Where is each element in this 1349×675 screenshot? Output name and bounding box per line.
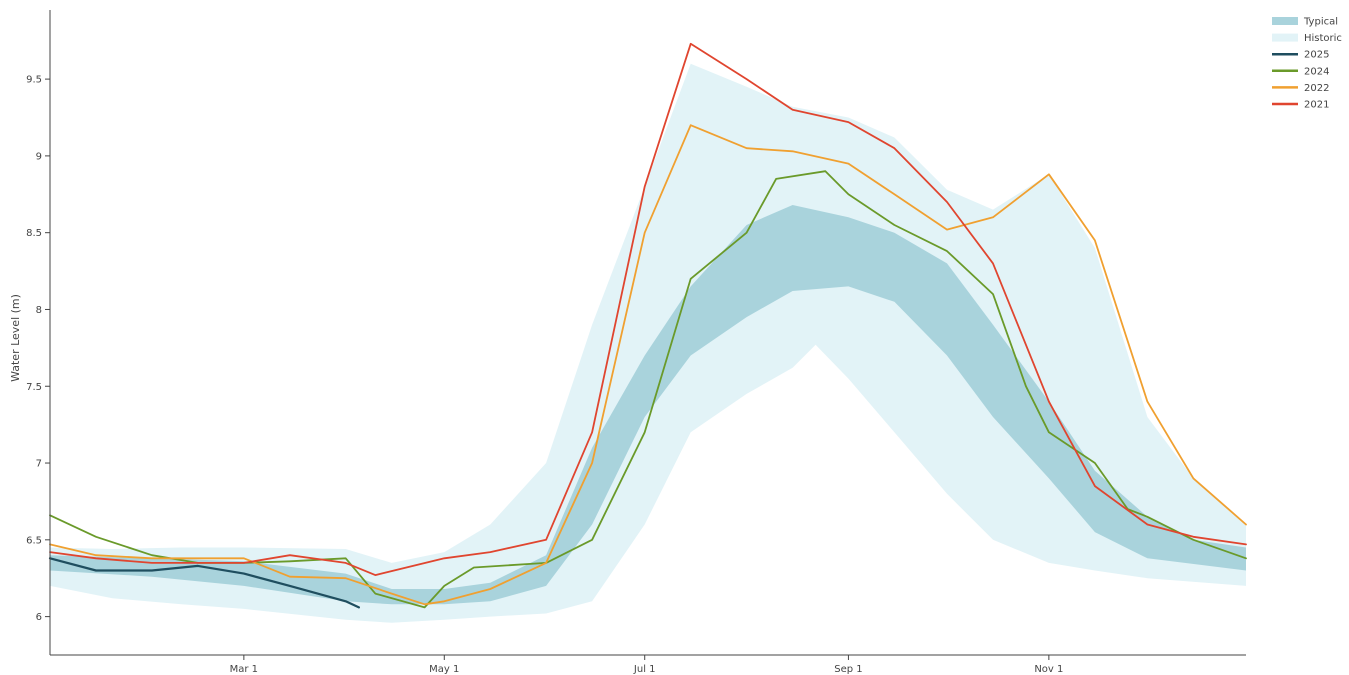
x-tick-label: Sep 1 [834, 664, 862, 675]
series-line-2021 [49, 42, 1247, 576]
series-lines-layer [48, 42, 1247, 609]
x-tick-label: Mar 1 [230, 664, 258, 675]
legend-label-2025: 2025 [1304, 50, 1329, 61]
y-tick-label: 6 [36, 612, 42, 623]
y-tick-label: 7 [36, 459, 42, 470]
legend-label-typical: Typical [1303, 17, 1338, 28]
band-historic [50, 63, 1246, 623]
y-axis-title: Water Level (m) [9, 294, 22, 382]
x-tick-label: Nov 1 [1034, 664, 1063, 675]
x-tick-labels: Mar 1 May 1 Jul 1 Sep 1 Nov 1 [230, 655, 1063, 675]
y-tick-label: 8 [36, 305, 42, 316]
y-tick-labels: 6 6.5 7 7.5 8 8.5 9 9.5 [26, 75, 50, 623]
bands-layer [50, 63, 1246, 623]
legend-label-2024: 2024 [1304, 66, 1329, 77]
legend-label-2021: 2021 [1304, 100, 1329, 111]
x-tick-label: Jul 1 [633, 664, 656, 675]
legend-swatch-typical [1272, 17, 1298, 25]
series-line-2022 [49, 124, 1247, 606]
x-tick-label: May 1 [429, 664, 459, 675]
y-tick-label: 9.5 [26, 75, 42, 86]
y-tick-label: 6.5 [26, 535, 42, 546]
legend: Typical Historic 2025 2024 2022 2021 [1272, 17, 1342, 111]
y-tick-label: 7.5 [26, 382, 42, 393]
band-typical [50, 205, 1246, 605]
legend-label-historic: Historic [1304, 33, 1342, 44]
legend-label-2022: 2022 [1304, 83, 1329, 94]
axes-layer [49, 10, 1246, 656]
y-tick-label: 8.5 [26, 228, 42, 239]
legend-swatch-historic [1272, 33, 1298, 42]
y-tick-label: 9 [36, 151, 42, 162]
series-line-2024 [49, 170, 1247, 609]
series-line-2025 [48, 557, 360, 609]
